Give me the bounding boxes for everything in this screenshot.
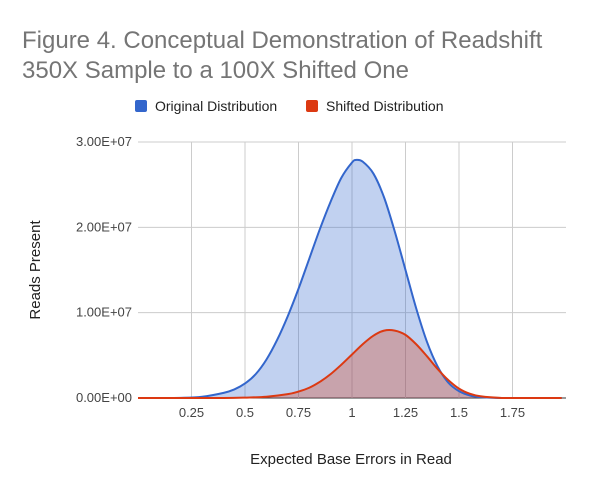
legend-item-original[interactable]: Original Distribution [135,98,277,114]
legend-label-original: Original Distribution [155,98,278,114]
x-axis-ticks: 0.25 0.5 0.75 1 1.25 1.5 1.75 [179,405,525,420]
y-axis-label: Reads Present [27,220,44,320]
series-lines [138,158,562,399]
y-tick-label: 0.00E+00 [76,390,132,405]
x-tick-label: 0.5 [236,405,254,420]
legend-swatch-shifted [306,100,318,112]
chart-title-line1: Figure 4. Conceptual Demonstration of Re… [22,27,543,54]
series-area-shifted [138,329,562,398]
x-tick-label: 0.25 [179,405,204,420]
series-line-shifted[interactable] [138,329,562,399]
legend-item-shifted[interactable]: Shifted Distribution [306,98,444,114]
legend: Original Distribution Shifted Distributi… [0,98,590,118]
y-tick-label: 1.00E+07 [76,305,132,320]
y-tick-label: 2.00E+07 [76,219,132,234]
chart-title: Figure 4. Conceptual Demonstration of Re… [22,26,542,86]
x-tick-label: 1.75 [500,405,525,420]
legend-swatch-original [135,100,147,112]
x-axis-label: Expected Base Errors in Read [250,451,452,468]
x-tick-label: 1.25 [393,405,418,420]
y-axis-ticks: 0.00E+00 1.00E+07 2.00E+07 3.00E+07 [76,134,132,405]
series-line-original[interactable] [138,158,562,399]
x-tick-label: 1 [348,405,355,420]
legend-label-shifted: Shifted Distribution [326,98,444,114]
series-areas [138,159,562,398]
series-area-original [138,159,562,398]
chart-title-line2: 350X Sample to a 100X Shifted One [22,57,409,84]
x-tick-label: 1.5 [450,405,468,420]
x-tick-label: 0.75 [286,405,311,420]
y-tick-label: 3.00E+07 [76,134,132,149]
